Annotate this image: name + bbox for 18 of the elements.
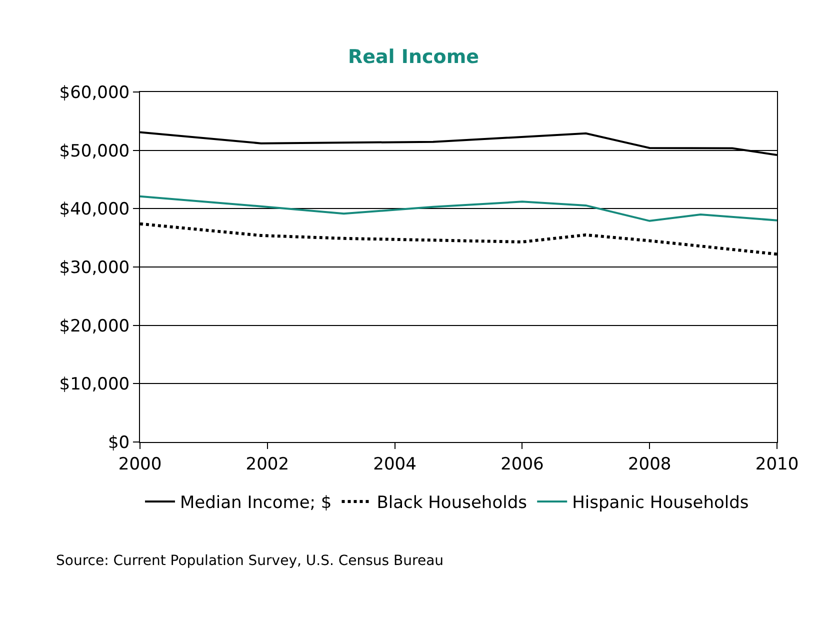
x-tick-label: 2000 <box>118 454 162 474</box>
source-note: Source: Current Population Survey, U.S. Census Bureau <box>56 553 444 569</box>
y-tick-label: $20,000 <box>59 316 130 336</box>
legend-label: Median Income; $ <box>180 493 332 514</box>
y-tick-label: $40,000 <box>59 200 130 220</box>
y-tick-label: $60,000 <box>59 82 130 103</box>
y-tick-label: $10,000 <box>59 374 130 395</box>
legend-label: Black Households <box>376 493 528 514</box>
y-tick-label: $50,000 <box>59 141 130 162</box>
y-tick-label: $30,000 <box>59 258 130 278</box>
x-tick-label: 2002 <box>246 454 290 474</box>
x-tick-label: 2010 <box>755 454 799 474</box>
legend-label: Hispanic Households <box>572 493 749 514</box>
y-tick-label: $0 <box>108 432 130 453</box>
x-tick-label: 2004 <box>373 454 416 474</box>
chart-title: Real Income <box>348 46 480 68</box>
x-tick-label: 2008 <box>628 454 672 474</box>
x-tick-label: 2006 <box>500 454 544 474</box>
